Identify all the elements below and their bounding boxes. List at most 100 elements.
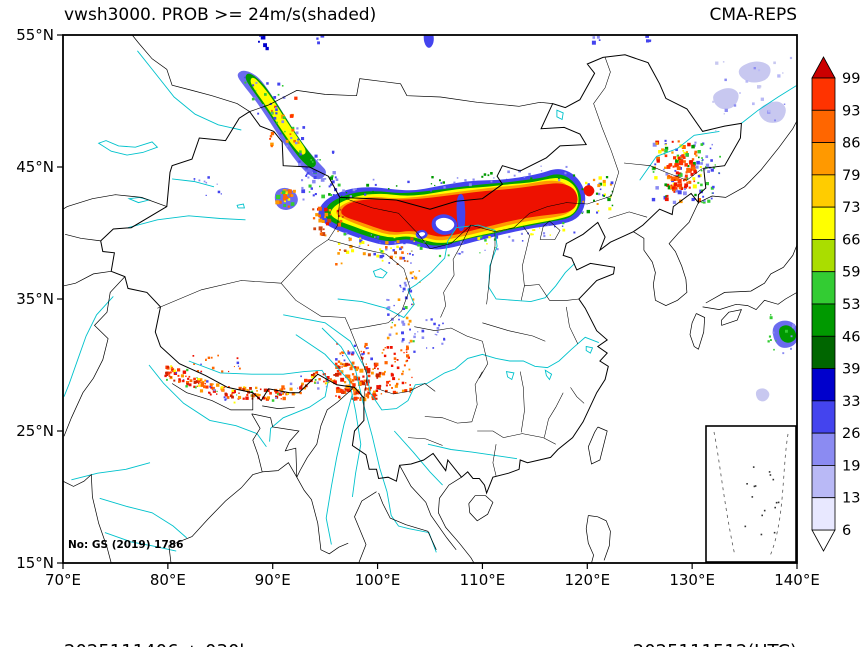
province-boundary <box>350 288 411 330</box>
colorbar-over-arrow <box>811 56 836 79</box>
river-line <box>325 393 353 545</box>
island-speck <box>753 485 756 488</box>
colorbar-tick-label: 33 <box>842 394 860 410</box>
south-china-sea-inset <box>705 425 797 563</box>
neighbor-boundary <box>588 515 611 561</box>
shaded-hengduan-east-specks <box>380 345 413 395</box>
island-speck <box>746 483 748 485</box>
island-speck <box>775 501 778 504</box>
shaded-primorye-specks <box>701 182 715 204</box>
province-boundary <box>280 283 351 330</box>
river-line <box>639 130 720 181</box>
shaded-band-hole-white <box>435 217 455 232</box>
neighbor-boundary <box>702 292 797 311</box>
x-tick-label: 120°E <box>564 571 610 589</box>
neighbor-boundary <box>354 491 377 563</box>
x-tick-label: 110°E <box>460 571 506 589</box>
neighbor-boundary <box>438 476 475 563</box>
model-label: CMA-REPS <box>709 5 797 25</box>
neighbor-boundary <box>131 35 250 112</box>
shaded-probability-field <box>164 35 797 404</box>
province-boundary <box>477 430 556 445</box>
x-tick-label: 80°E <box>150 571 186 589</box>
province-boundary <box>593 57 619 197</box>
y-tick-label: 55°N <box>16 26 54 44</box>
lake-outline <box>544 369 553 381</box>
province-boundary <box>350 329 368 399</box>
neighbor-boundary <box>63 276 126 437</box>
colorbar-segment <box>811 239 836 273</box>
river-line <box>741 84 797 124</box>
shaded-altai-band-core <box>250 77 306 155</box>
island-speck <box>754 485 757 487</box>
colorbar-under-arrow <box>811 529 836 552</box>
province-boundary <box>407 437 443 446</box>
shaded-amur-lavender-1 <box>713 88 739 110</box>
island-speck <box>777 501 780 504</box>
river-line <box>71 462 151 481</box>
neighbor-boundary <box>705 244 797 304</box>
province-boundary <box>414 326 483 342</box>
colorbar-segment <box>811 465 836 499</box>
neighbor-boundary <box>585 515 594 563</box>
colorbar-tick-label: 73 <box>842 200 860 216</box>
neighbor-boundary <box>168 471 263 563</box>
island-speck <box>763 509 766 512</box>
river-line <box>172 178 215 188</box>
island-speck <box>760 533 763 536</box>
shaded-band-east-gap-specks <box>581 176 614 214</box>
chart-title: vwsh3000. PROB >= 24m/s(shaded) <box>64 5 377 25</box>
lake-outline <box>585 345 594 354</box>
shaded-northeast-cluster-red <box>664 154 697 192</box>
neighbor-boundary <box>63 270 112 287</box>
shaded-top-edge-mark-3 <box>423 35 434 48</box>
shaded-hengduan-north-specks <box>335 342 373 365</box>
shaded-amur-lavender-specks <box>712 56 793 132</box>
shaded-tianshan-specks <box>193 176 222 196</box>
neighbor-boundary <box>171 383 254 411</box>
neighbor-boundary <box>63 473 112 563</box>
island-speck <box>768 471 771 473</box>
colorbar-tick-label: 6 <box>842 523 851 539</box>
province-boundary <box>492 444 497 476</box>
province-boundary <box>482 322 546 342</box>
province-boundary <box>566 306 579 345</box>
x-tick-label: 100°E <box>355 571 401 589</box>
river-line <box>337 224 576 319</box>
river-line <box>295 334 362 498</box>
island-speck <box>774 506 776 509</box>
province-boundary <box>570 387 585 404</box>
neighbor-boundary <box>689 313 706 350</box>
river-line <box>63 296 114 397</box>
river-line <box>321 327 437 553</box>
colorbar-tick-label: 66 <box>842 232 860 248</box>
neighbor-boundary <box>468 495 494 522</box>
island-speck <box>769 474 772 476</box>
province-boundary <box>479 341 488 379</box>
colorbar-segment <box>811 497 836 531</box>
colorbar-tick-label: 79 <box>842 168 860 184</box>
neighbor-boundary <box>587 426 608 465</box>
neighbor-boundary <box>721 309 742 326</box>
init-line-utc: 2025111406 + 030h <box>64 639 251 647</box>
province-boundary <box>520 226 530 301</box>
colorbar-tick-label: 26 <box>842 426 860 442</box>
china-boundary <box>100 54 742 495</box>
y-tick-label: 45°N <box>16 158 54 176</box>
license-watermark: No: GS (2019) 1786 <box>68 539 184 551</box>
river-line <box>104 532 177 552</box>
colorbar-segment <box>811 303 836 337</box>
valid-line-utc: 2025111512(UTC) <box>633 639 797 647</box>
y-tick-label: 15°N <box>16 554 54 572</box>
footer-valid-times: 2025111512(UTC) 2025111520(CST) <box>633 587 797 647</box>
shaded-altai-band-hot-specks <box>269 96 300 148</box>
island-speck <box>751 496 754 498</box>
province-boundary <box>486 231 496 305</box>
colorbar-tick-label: 39 <box>842 362 860 378</box>
neighbor-boundary <box>378 492 437 550</box>
shaded-minshan-blue-specks <box>386 296 415 344</box>
neighbor-boundary <box>262 405 295 409</box>
lake-outline <box>97 140 159 156</box>
